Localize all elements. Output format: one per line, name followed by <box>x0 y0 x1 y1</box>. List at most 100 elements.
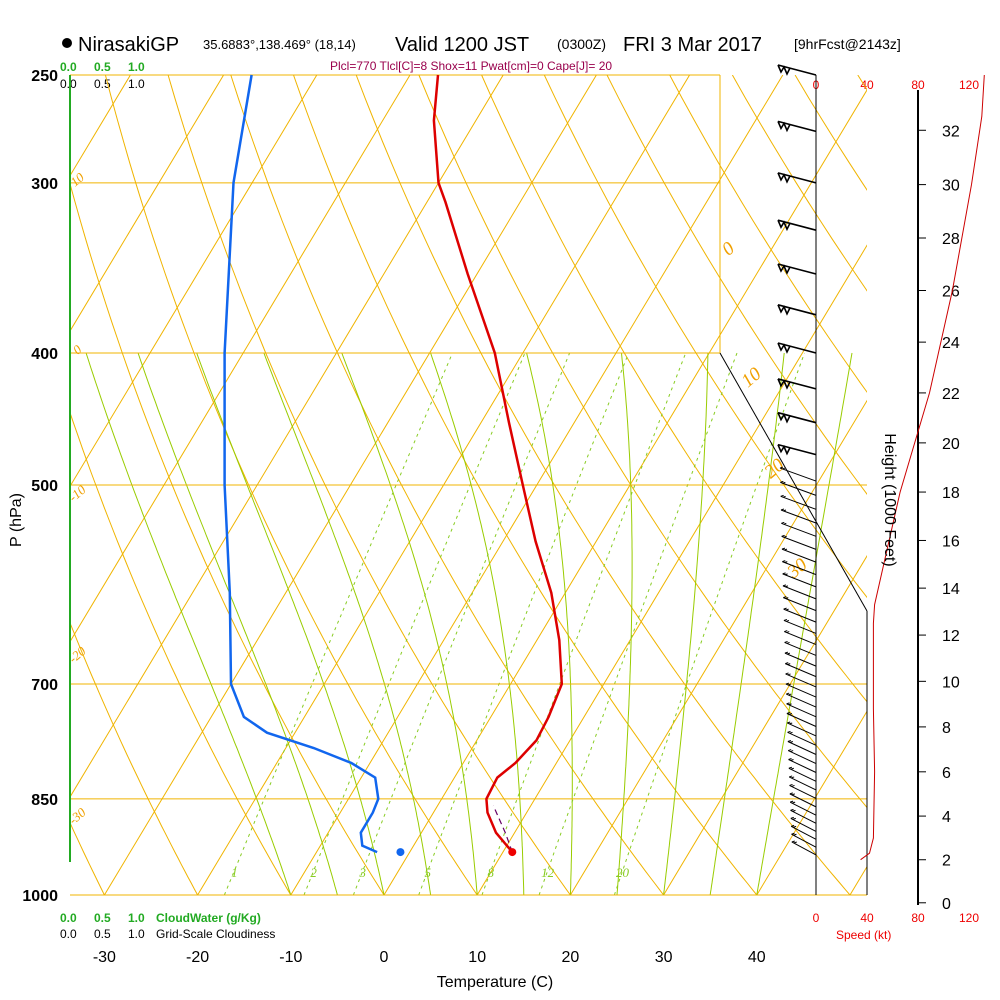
wind-barb-730 <box>786 702 817 718</box>
temperature-tick-40: 40 <box>748 949 766 966</box>
temperature-tick-20: 20 <box>562 949 580 966</box>
height-axis-title: Height (1000 Feet) <box>881 433 898 566</box>
moist-adiabat-30 <box>663 352 709 895</box>
wind-barb-838 <box>789 783 817 799</box>
moist-adiabat-5 <box>263 352 432 895</box>
mixing-ratio-label-5: 5 <box>425 865 432 880</box>
height-tick-20: 20 <box>942 436 960 453</box>
bottom-cloud-scales: 0.0 0.5 1.0 CloudWater (g/Kg) 0.0 0.5 1.… <box>60 911 275 941</box>
height-tick-10: 10 <box>942 674 960 691</box>
surface-temperature-point <box>508 848 517 857</box>
wind-barb-706 <box>785 682 817 698</box>
cloudiness-label: Grid-Scale Cloudiness <box>156 927 275 941</box>
pressure-tick-300: 300 <box>31 176 58 193</box>
wind-barb-574 <box>782 560 817 576</box>
isotherm-40 <box>756 710 867 895</box>
wind-barb-514 <box>780 494 817 510</box>
wind-barb-778 <box>787 740 817 755</box>
wind-barb-658 <box>784 640 817 656</box>
wind-barb-898 <box>790 824 817 840</box>
isotherm--70 <box>70 75 225 332</box>
wind-barb-754 <box>786 721 817 737</box>
cloudiness-scale-top-1: 0.5 <box>94 77 111 91</box>
wind-barb-538 <box>781 521 817 537</box>
mixing-ratio-labels: 1 2 3 5 8 12 20 <box>231 865 629 880</box>
wind-barb-622 <box>783 607 817 623</box>
moist-adiabat-40 <box>756 352 853 895</box>
mixing-ratio-label-3: 3 <box>359 865 367 880</box>
pressure-tick-700: 700 <box>31 677 58 694</box>
mixing-ratio-line-3 <box>352 352 571 895</box>
isotherm-30 <box>663 555 867 895</box>
temperature-axis-title: Temperature (C) <box>437 974 553 991</box>
dry-adiabat-50 <box>355 75 851 895</box>
wind-barb-400 <box>777 342 817 354</box>
station-coords: 35.6883°,138.469° (18,14) <box>203 37 356 52</box>
wind-barb-670 <box>784 651 817 667</box>
wind-barb-275 <box>777 120 817 133</box>
cloudiness-scale-top-2: 1.0 <box>128 77 145 91</box>
dry-adiabat-150 <box>983 75 1000 895</box>
mixing-ratio-line-2 <box>303 352 526 895</box>
mixing-ratio-line-12 <box>538 352 738 895</box>
temperature-tick-10: 10 <box>468 949 486 966</box>
cloudwater-scale-bottom-2: 1.0 <box>128 911 145 925</box>
moist-adiabat--5 <box>137 352 338 895</box>
wind-barb-886 <box>790 816 817 832</box>
cloudwater-scale-bottom-0: 0.0 <box>60 911 77 925</box>
dry-adiabat-80 <box>543 75 867 599</box>
height-tick-28: 28 <box>942 231 960 248</box>
dry-adiabat-30 <box>230 75 664 895</box>
speed-scale-top-2: 80 <box>911 78 925 92</box>
height-tick-16: 16 <box>942 533 960 550</box>
wind-barb-502 <box>780 480 817 496</box>
wind-barb-598 <box>782 584 817 600</box>
cloudwater-scale-top-2: 1.0 <box>128 60 145 74</box>
wind-barb-850 <box>789 792 817 808</box>
height-tick-0: 0 <box>942 896 951 913</box>
wind-barb-742 <box>786 712 817 727</box>
wind-barb-586 <box>782 572 817 588</box>
wind-barb-300 <box>777 172 817 184</box>
wind-zone-boundary <box>719 352 868 612</box>
moist-adiabat-lines <box>85 352 853 895</box>
temperature-tick--10: -10 <box>279 949 302 966</box>
moist-adiabat-20 <box>526 352 573 895</box>
top-cloud-scales: 0.0 0.5 1.0 0.0 0.5 1.0 <box>60 60 145 91</box>
cloudiness-scale-bottom-0: 0.0 <box>60 927 77 941</box>
dry-adiabat--20 <box>70 621 199 895</box>
height-tick-24: 24 <box>942 335 960 352</box>
wind-barb-682 <box>785 662 817 678</box>
speed-label: Speed (kt) <box>836 928 891 942</box>
temperature-tick--20: -20 <box>186 949 209 966</box>
dewpoint-line <box>223 74 380 854</box>
pressure-tick-500: 500 <box>31 478 58 495</box>
isotherm-label-6: 10 <box>737 363 765 392</box>
pressure-tick-250: 250 <box>31 68 58 85</box>
wind-barb-718 <box>786 692 817 708</box>
wind-speed-profile <box>860 74 985 861</box>
wind-barb-325 <box>777 219 817 232</box>
dry-adiabat-60 <box>418 75 867 809</box>
wind-barb-550 <box>781 534 817 550</box>
dry-adiabat-90 <box>606 75 867 495</box>
isotherm-label-5: 0 <box>718 238 739 261</box>
wind-barb-490 <box>779 466 817 482</box>
height-tick-14: 14 <box>942 581 960 598</box>
height-tick-26: 26 <box>942 284 960 301</box>
cloudwater-label: CloudWater (g/Kg) <box>156 911 261 925</box>
wind-barb-862 <box>789 800 817 816</box>
valid-time-utc: (0300Z) <box>557 36 606 52</box>
wind-barb-250 <box>777 64 817 76</box>
wind-barb-450 <box>777 411 817 424</box>
temperature-tick-labels: -30 -20 -10 0 10 20 30 40 <box>93 949 766 966</box>
wind-barb-922 <box>791 840 817 856</box>
temperature-tick-30: 30 <box>655 949 673 966</box>
speed-scale-bottom-3: 120 <box>959 911 979 925</box>
dry-adiabat-20 <box>167 75 571 895</box>
mixing-ratio-label-8: 8 <box>488 865 495 880</box>
speed-scale-top-1: 40 <box>860 78 874 92</box>
wind-barb-814 <box>788 766 817 782</box>
cloudiness-scale-top-0: 0.0 <box>60 77 77 91</box>
